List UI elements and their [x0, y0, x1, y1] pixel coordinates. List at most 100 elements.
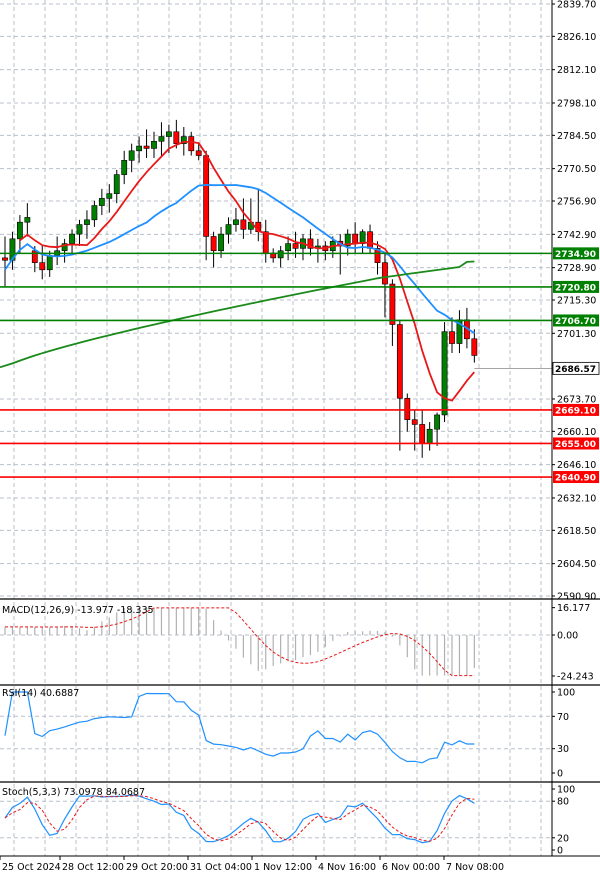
macd-tick-label: -24.243 — [557, 672, 594, 683]
candle — [307, 229, 314, 256]
price-panel — [0, 119, 552, 478]
indicator-labels: MACD(12,26,9) -13.977 -18.335 RSI(14) 40… — [2, 605, 154, 798]
y-tick-label: 2784.50 — [557, 131, 596, 142]
candle — [106, 184, 113, 213]
candle — [151, 131, 157, 158]
candle — [300, 234, 306, 261]
candle — [16, 215, 23, 254]
candle — [210, 231, 217, 268]
candle — [98, 188, 105, 216]
level-label: 2706.70 — [555, 317, 596, 327]
candle — [471, 329, 478, 363]
candle — [419, 410, 426, 458]
candle — [158, 122, 165, 156]
candle — [314, 238, 321, 263]
x-tick-label: 7 Nov 08:00 — [446, 862, 504, 873]
rsi-label: RSI(14) 40.6887 — [2, 688, 79, 699]
candle — [143, 129, 150, 158]
y-tick-label: 2839.70 — [557, 0, 596, 11]
stoch-signal-line — [4, 795, 475, 842]
candle — [54, 236, 61, 266]
y-tick-label: 2812.10 — [557, 65, 596, 76]
candle — [2, 236, 8, 287]
y-tick-label: 2590.90 — [557, 592, 596, 603]
candle — [285, 236, 291, 261]
stoch-label: Stoch(5,3,3) 73.0978 84.0687 — [2, 787, 145, 798]
candle — [188, 131, 195, 156]
candle — [113, 169, 120, 204]
level-label-bg — [553, 437, 599, 450]
rsi-panel — [4, 691, 475, 764]
level-label: 2655.00 — [555, 440, 596, 450]
candle — [382, 253, 388, 318]
x-tick-label: 31 Oct 04:00 — [190, 862, 252, 873]
y-tick-label: 2701.30 — [557, 329, 596, 340]
candle — [344, 229, 351, 256]
candle — [359, 229, 366, 254]
candle — [255, 188, 262, 242]
stoch-tick-label: 20 — [557, 833, 569, 844]
candle — [136, 136, 142, 163]
candle — [203, 150, 210, 261]
stoch-main-line — [4, 794, 475, 844]
candle — [262, 219, 269, 263]
candle — [121, 150, 128, 185]
level-label: 2640.90 — [555, 474, 596, 484]
candle — [225, 217, 232, 244]
candle — [76, 219, 83, 246]
candle — [195, 143, 202, 161]
y-tick-label: 2632.10 — [557, 493, 596, 504]
rsi-tick-label: 0 — [557, 769, 563, 780]
ma-slow-line — [0, 260, 475, 369]
stoch-panel — [4, 794, 475, 844]
y-tick-label: 2618.50 — [557, 526, 596, 537]
y-tick-label: 2826.10 — [557, 32, 596, 43]
stoch-tick-label: 0 — [557, 846, 563, 857]
level-label-bg — [553, 247, 599, 260]
candle — [337, 234, 344, 275]
macd-panel — [4, 607, 475, 677]
ma-mid-line — [4, 183, 475, 335]
level-label: 2720.80 — [555, 283, 596, 293]
candle — [441, 322, 448, 423]
ma-fast-line — [19, 141, 475, 402]
macd-tick-label: 0.00 — [557, 631, 578, 642]
level-label-bg — [553, 471, 599, 484]
candle — [69, 229, 75, 256]
candle — [374, 241, 381, 275]
x-tick-label: 28 Oct 12:00 — [62, 862, 124, 873]
x-tick-label: 1 Nov 12:00 — [254, 862, 312, 873]
rsi-line — [4, 691, 475, 764]
candle — [426, 422, 433, 451]
y-tick-label: 2742.90 — [557, 230, 596, 241]
rsi-tick-label: 70 — [557, 712, 569, 723]
candle — [9, 231, 16, 270]
y-tick-label: 2798.10 — [557, 98, 596, 109]
candle — [84, 210, 90, 239]
x-tick-label: 29 Oct 20:00 — [126, 862, 188, 873]
candle — [128, 143, 135, 173]
level-label-bg — [553, 403, 599, 416]
candle — [456, 310, 463, 354]
candle — [389, 279, 396, 346]
x-tick-label: 6 Nov 00:00 — [382, 862, 440, 873]
y-tick-label: 2715.30 — [557, 296, 596, 307]
y-tick-label: 2673.70 — [557, 394, 596, 405]
x-tick-label: 25 Oct 2024 — [2, 862, 61, 873]
level-label: 2669.10 — [555, 406, 596, 416]
candle — [240, 198, 247, 239]
stoch-tick-label: 100 — [557, 785, 575, 796]
current-price-bg — [552, 361, 600, 375]
y-tick-label: 2660.10 — [557, 427, 596, 438]
level-label: 2734.90 — [555, 250, 596, 260]
y-tick-label: 2770.50 — [557, 164, 596, 175]
candle — [91, 200, 98, 227]
candle — [270, 248, 277, 263]
y-tick-label: 2604.50 — [557, 559, 596, 570]
rsi-tick-label: 30 — [557, 744, 569, 755]
candle — [247, 198, 254, 235]
macd-signal-line — [5, 607, 475, 677]
